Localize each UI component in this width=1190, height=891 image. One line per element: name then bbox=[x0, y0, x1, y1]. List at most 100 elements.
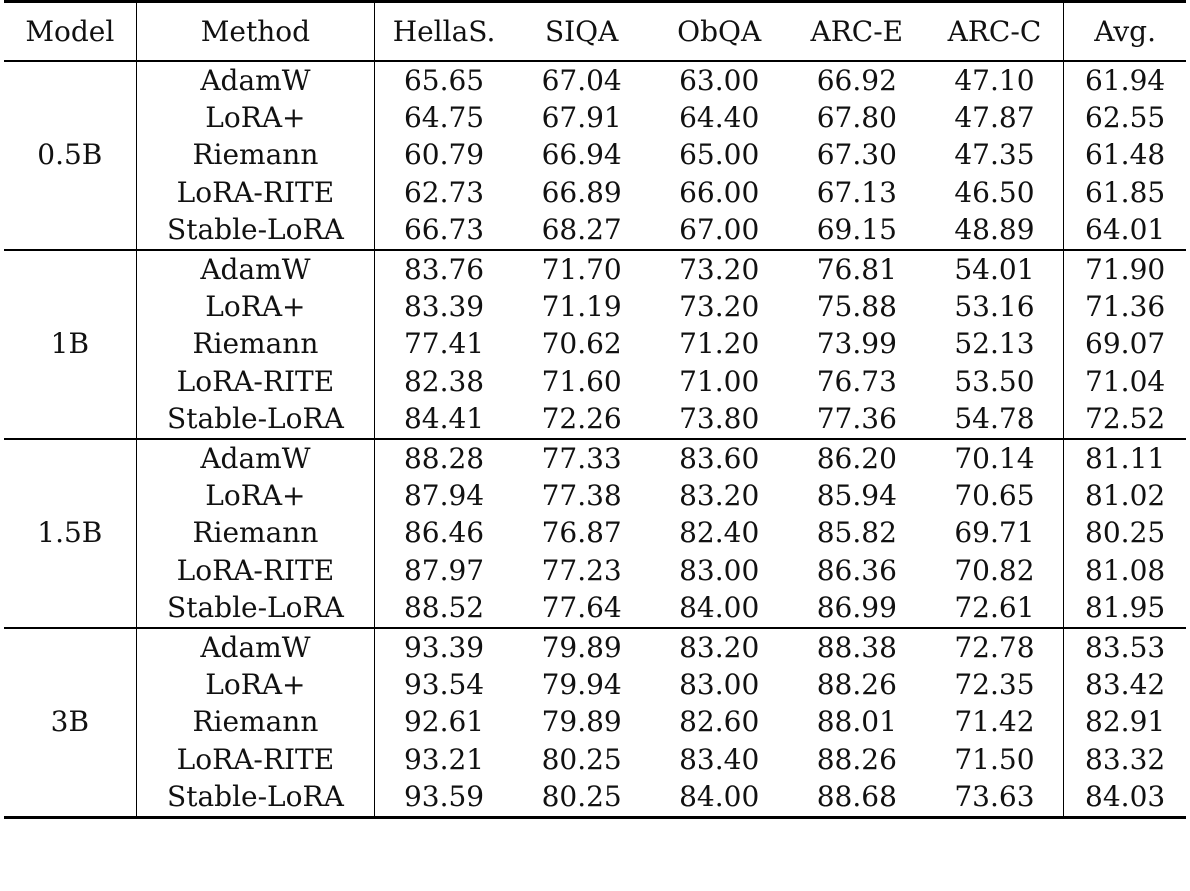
table-row: Stable-LoRA 93.59 80.25 84.00 88.68 73.63 84.0… bbox=[4, 778, 1186, 818]
table-row: Riemann 60.79 66.94 65.00 67.30 47.35 61.48 bbox=[4, 136, 1186, 175]
value-cell-obqa: 71.20 bbox=[679, 327, 760, 361]
value-cell-hellaswag: 93.59 bbox=[403, 780, 485, 814]
value-cell-arc-e: 73.99 bbox=[816, 327, 897, 361]
method-cell: LoRA-RITE bbox=[136, 552, 376, 590]
value-cell-hellaswag: 66.73 bbox=[403, 213, 485, 247]
value-cell-siqa: 80.25 bbox=[541, 742, 622, 776]
value-cell-hellaswag: 82.38 bbox=[403, 364, 485, 398]
table-row: LoRA-RITE 93.21 80.25 83.40 88.26 71.50 83.32 bbox=[4, 741, 1186, 779]
value-cell-arc-e: 85.82 bbox=[816, 516, 897, 550]
value-cell-obqa: 83.60 bbox=[679, 441, 760, 475]
value-cell-obqa: 83.40 bbox=[679, 742, 760, 776]
model-size-cell: 1B bbox=[4, 249, 137, 439]
method-cell: LoRA+ bbox=[136, 477, 376, 515]
value-cell-arc-c: 73.63 bbox=[925, 778, 1065, 818]
value-cell-siqa: 71.19 bbox=[541, 290, 622, 324]
value-cell-obqa: 66.00 bbox=[679, 175, 760, 209]
value-cell-arc-c: 54.78 bbox=[925, 400, 1065, 439]
value-cell-siqa: 70.62 bbox=[541, 327, 622, 361]
model-size-cell: 1.5B bbox=[4, 438, 137, 628]
value-cell-siqa: 79.89 bbox=[541, 705, 622, 739]
value-cell-hellaswag: 93.39 bbox=[403, 630, 485, 664]
value-cell-arc-c: 71.42 bbox=[925, 703, 1065, 742]
value-cell-siqa: 77.64 bbox=[541, 591, 622, 625]
value-cell-arc-e: 88.26 bbox=[816, 667, 897, 701]
value-cell-arc-c: 53.16 bbox=[925, 288, 1065, 326]
value-cell-arc-e: 88.68 bbox=[816, 780, 897, 814]
method-cell: AdamW bbox=[136, 61, 376, 100]
value-cell-obqa: 83.00 bbox=[679, 667, 760, 701]
value-cell-hellaswag: 93.21 bbox=[403, 742, 485, 776]
value-cell-arc-e: 85.94 bbox=[816, 478, 897, 512]
model-size-cell: 0.5B bbox=[4, 61, 137, 250]
value-cell-avg: 71.04 bbox=[1085, 364, 1166, 398]
model-group: 3B AdamW 93.39 79.89 83.20 88.38 72.78 83.53 LoR… bbox=[4, 627, 1186, 818]
method-cell: LoRA+ bbox=[136, 288, 376, 326]
value-cell-arc-c: 71.50 bbox=[925, 741, 1065, 779]
method-cell: Riemann bbox=[136, 514, 376, 553]
value-cell-arc-c: 46.50 bbox=[925, 174, 1065, 212]
method-cell: Stable-LoRA bbox=[136, 211, 376, 250]
value-cell-avg: 81.02 bbox=[1085, 478, 1166, 512]
value-cell-siqa: 79.89 bbox=[541, 630, 622, 664]
value-cell-obqa: 73.20 bbox=[679, 252, 760, 286]
value-cell-obqa: 83.20 bbox=[679, 630, 760, 664]
value-cell-avg: 81.11 bbox=[1085, 441, 1166, 475]
method-cell: AdamW bbox=[136, 249, 376, 289]
value-cell-hellaswag: 87.94 bbox=[403, 478, 485, 512]
value-cell-arc-c: 48.89 bbox=[925, 211, 1065, 250]
value-cell-avg: 71.36 bbox=[1085, 290, 1166, 324]
value-cell-avg: 81.08 bbox=[1085, 553, 1166, 587]
value-cell-obqa: 63.00 bbox=[679, 63, 760, 97]
model-group: 1B AdamW 83.76 71.70 73.20 76.81 54.01 71.90 LoR… bbox=[4, 249, 1186, 439]
value-cell-obqa: 82.40 bbox=[679, 516, 760, 550]
value-cell-siqa: 76.87 bbox=[541, 516, 622, 550]
value-cell-arc-c: 70.65 bbox=[925, 477, 1065, 515]
method-cell: Riemann bbox=[136, 703, 376, 742]
value-cell-hellaswag: 88.52 bbox=[403, 591, 485, 625]
value-cell-arc-c: 72.35 bbox=[925, 666, 1065, 704]
value-cell-hellaswag: 83.39 bbox=[403, 290, 485, 324]
table-row: 1.5B AdamW 88.28 77.33 83.60 86.20 70.14 81.11 bbox=[4, 438, 1186, 628]
header-row: Model Method HellaS. SIQA ObQA ARC-E ARC… bbox=[4, 0, 1186, 62]
table-row: Riemann 92.61 79.89 82.60 88.01 71.42 82.91 bbox=[4, 703, 1186, 742]
header-avg: Avg. bbox=[1063, 0, 1186, 62]
value-cell-hellaswag: 64.75 bbox=[403, 101, 485, 135]
value-cell-arc-e: 88.38 bbox=[816, 630, 897, 664]
method-cell: LoRA+ bbox=[136, 99, 376, 137]
value-cell-obqa: 83.20 bbox=[679, 478, 760, 512]
value-cell-arc-c: 72.61 bbox=[925, 589, 1065, 628]
value-cell-obqa: 73.20 bbox=[679, 290, 760, 324]
header-model: Model bbox=[4, 0, 137, 62]
value-cell-arc-e: 86.20 bbox=[816, 441, 897, 475]
value-cell-obqa: 67.00 bbox=[679, 213, 760, 247]
value-cell-obqa: 65.00 bbox=[679, 138, 760, 172]
value-cell-siqa: 66.94 bbox=[541, 138, 622, 172]
value-cell-arc-c: 47.10 bbox=[925, 61, 1065, 100]
value-cell-hellaswag: 60.79 bbox=[403, 138, 485, 172]
value-cell-siqa: 77.23 bbox=[541, 553, 622, 587]
value-cell-hellaswag: 92.61 bbox=[403, 705, 485, 739]
value-cell-avg: 69.07 bbox=[1085, 327, 1166, 361]
value-cell-siqa: 72.26 bbox=[541, 402, 622, 436]
value-cell-avg: 62.55 bbox=[1085, 101, 1166, 135]
value-cell-avg: 64.01 bbox=[1085, 213, 1166, 247]
results-table: Model Method HellaS. SIQA ObQA ARC-E ARC… bbox=[4, 0, 1186, 819]
header-method: Method bbox=[136, 0, 376, 62]
value-cell-obqa: 71.00 bbox=[679, 364, 760, 398]
table-row: Stable-LoRA 84.41 72.26 73.80 77.36 54.78 72.5… bbox=[4, 400, 1186, 439]
value-cell-avg: 83.42 bbox=[1085, 667, 1166, 701]
value-cell-arc-e: 88.26 bbox=[816, 742, 897, 776]
method-cell: LoRA-RITE bbox=[136, 363, 376, 401]
value-cell-hellaswag: 62.73 bbox=[403, 175, 485, 209]
header-arc-c: ARC-C bbox=[925, 0, 1065, 62]
value-cell-obqa: 84.00 bbox=[679, 591, 760, 625]
value-cell-arc-c: 47.87 bbox=[925, 99, 1065, 137]
value-cell-siqa: 67.04 bbox=[541, 63, 622, 97]
method-cell: Riemann bbox=[136, 325, 376, 364]
table-row: LoRA+ 64.75 67.91 64.40 67.80 47.87 62.55 bbox=[4, 99, 1186, 137]
value-cell-siqa: 80.25 bbox=[541, 780, 622, 814]
value-cell-obqa: 73.80 bbox=[679, 402, 760, 436]
value-cell-arc-c: 69.71 bbox=[925, 514, 1065, 553]
model-group: 0.5B AdamW 65.65 67.04 63.00 66.92 47.10 61.94 L… bbox=[4, 61, 1186, 250]
